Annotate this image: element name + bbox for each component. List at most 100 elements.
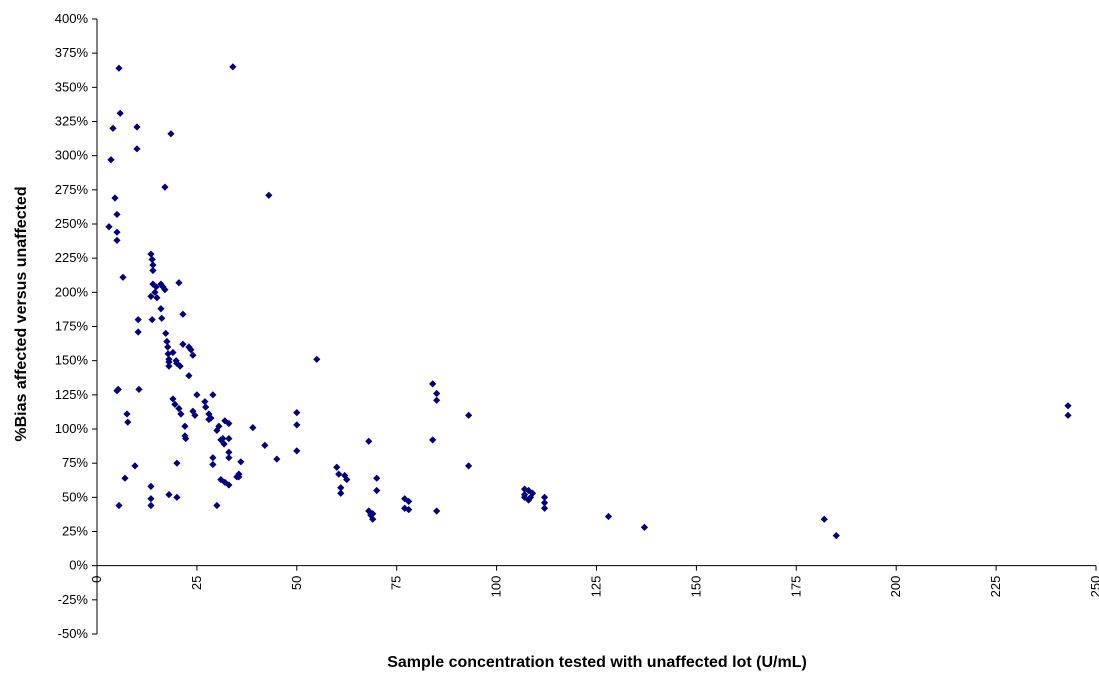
data-point (229, 63, 237, 71)
data-point (832, 532, 840, 540)
data-point (173, 359, 181, 367)
data-point (540, 493, 549, 501)
data-point (433, 396, 441, 404)
data-point (175, 279, 183, 287)
data-point (109, 124, 117, 132)
data-point (401, 495, 409, 503)
data-point (333, 463, 341, 471)
data-point (526, 493, 535, 501)
data-point (163, 337, 171, 346)
data-point (365, 507, 373, 515)
data-point (337, 489, 345, 497)
data-point (147, 292, 155, 301)
y-tick-label: 225% (55, 250, 89, 265)
data-point (1064, 402, 1072, 410)
data-point (373, 474, 381, 482)
data-point (107, 156, 115, 164)
x-tick-label: 225 (988, 576, 1003, 598)
y-tick-label: 100% (55, 421, 89, 436)
data-point (221, 417, 229, 425)
data-point (113, 228, 121, 236)
data-point (293, 409, 301, 417)
data-point (249, 424, 257, 432)
x-tick-label: 100 (489, 576, 504, 598)
data-point (201, 398, 209, 406)
y-tick-label: 150% (55, 353, 89, 368)
y-tick-label: 250% (55, 216, 89, 231)
data-point (213, 501, 221, 510)
data-point (165, 491, 173, 499)
data-point (225, 454, 233, 462)
data-point (165, 362, 173, 370)
data-point (640, 523, 649, 531)
data-point (185, 372, 193, 380)
y-tick-label: 325% (55, 114, 89, 129)
data-point (1064, 411, 1072, 419)
data-point (369, 510, 377, 518)
data-point (429, 436, 437, 444)
x-tick-label: 150 (688, 576, 703, 598)
y-tick-label: 75% (62, 455, 88, 470)
data-point (540, 499, 549, 507)
data-point (161, 286, 169, 294)
y-tick-label: 200% (55, 284, 89, 299)
data-point (116, 109, 124, 117)
data-point (189, 351, 197, 359)
data-point (337, 484, 345, 492)
data-point (159, 283, 167, 291)
data-point (273, 455, 281, 463)
data-point (225, 448, 233, 456)
data-point (604, 512, 613, 521)
data-point (209, 460, 217, 469)
data-point (207, 414, 215, 422)
data-point (187, 346, 195, 354)
data-point (237, 458, 245, 466)
data-point (373, 486, 381, 495)
data-point (169, 348, 177, 357)
data-point (176, 362, 184, 370)
data-point (169, 395, 177, 403)
y-axis-title: %Bias affected versus unaffected (13, 186, 30, 441)
y-tick-label: 125% (55, 387, 89, 402)
data-point (265, 191, 273, 199)
data-point (124, 418, 132, 426)
data-point (177, 410, 185, 418)
data-point (235, 473, 243, 481)
data-point (123, 410, 131, 418)
data-point (202, 403, 210, 411)
data-point (213, 426, 221, 434)
y-tick-label: 0% (69, 558, 88, 573)
data-point (369, 515, 377, 523)
y-axis-ticks: -50% -25% 0% 25% 50% 75% 100% 125% 150% 175% 200% 2… (55, 11, 97, 641)
data-point (164, 343, 172, 351)
data-point (209, 454, 217, 462)
data-point (167, 130, 175, 138)
data-point (225, 481, 233, 489)
data-point (191, 411, 199, 419)
data-point (148, 316, 156, 324)
data-point (149, 266, 157, 275)
data-points (105, 63, 1072, 540)
data-point (152, 283, 160, 291)
data-point (405, 497, 413, 506)
data-point (115, 64, 123, 72)
data-point (433, 389, 441, 398)
data-point (171, 400, 179, 408)
data-point (149, 261, 157, 269)
y-tick-label: -25% (58, 592, 89, 607)
data-point (133, 123, 141, 131)
data-point (165, 358, 173, 366)
data-point (179, 340, 187, 348)
data-point (121, 474, 129, 482)
y-tick-label: 375% (55, 45, 89, 60)
data-point (225, 419, 233, 428)
x-axis-ticks: 0255075100125150175200225250 (89, 565, 1099, 598)
data-point (209, 391, 217, 399)
data-point (147, 482, 155, 490)
data-point (148, 255, 156, 264)
x-tick-label: 75 (389, 576, 404, 590)
data-point (524, 496, 533, 504)
data-point (119, 273, 127, 281)
